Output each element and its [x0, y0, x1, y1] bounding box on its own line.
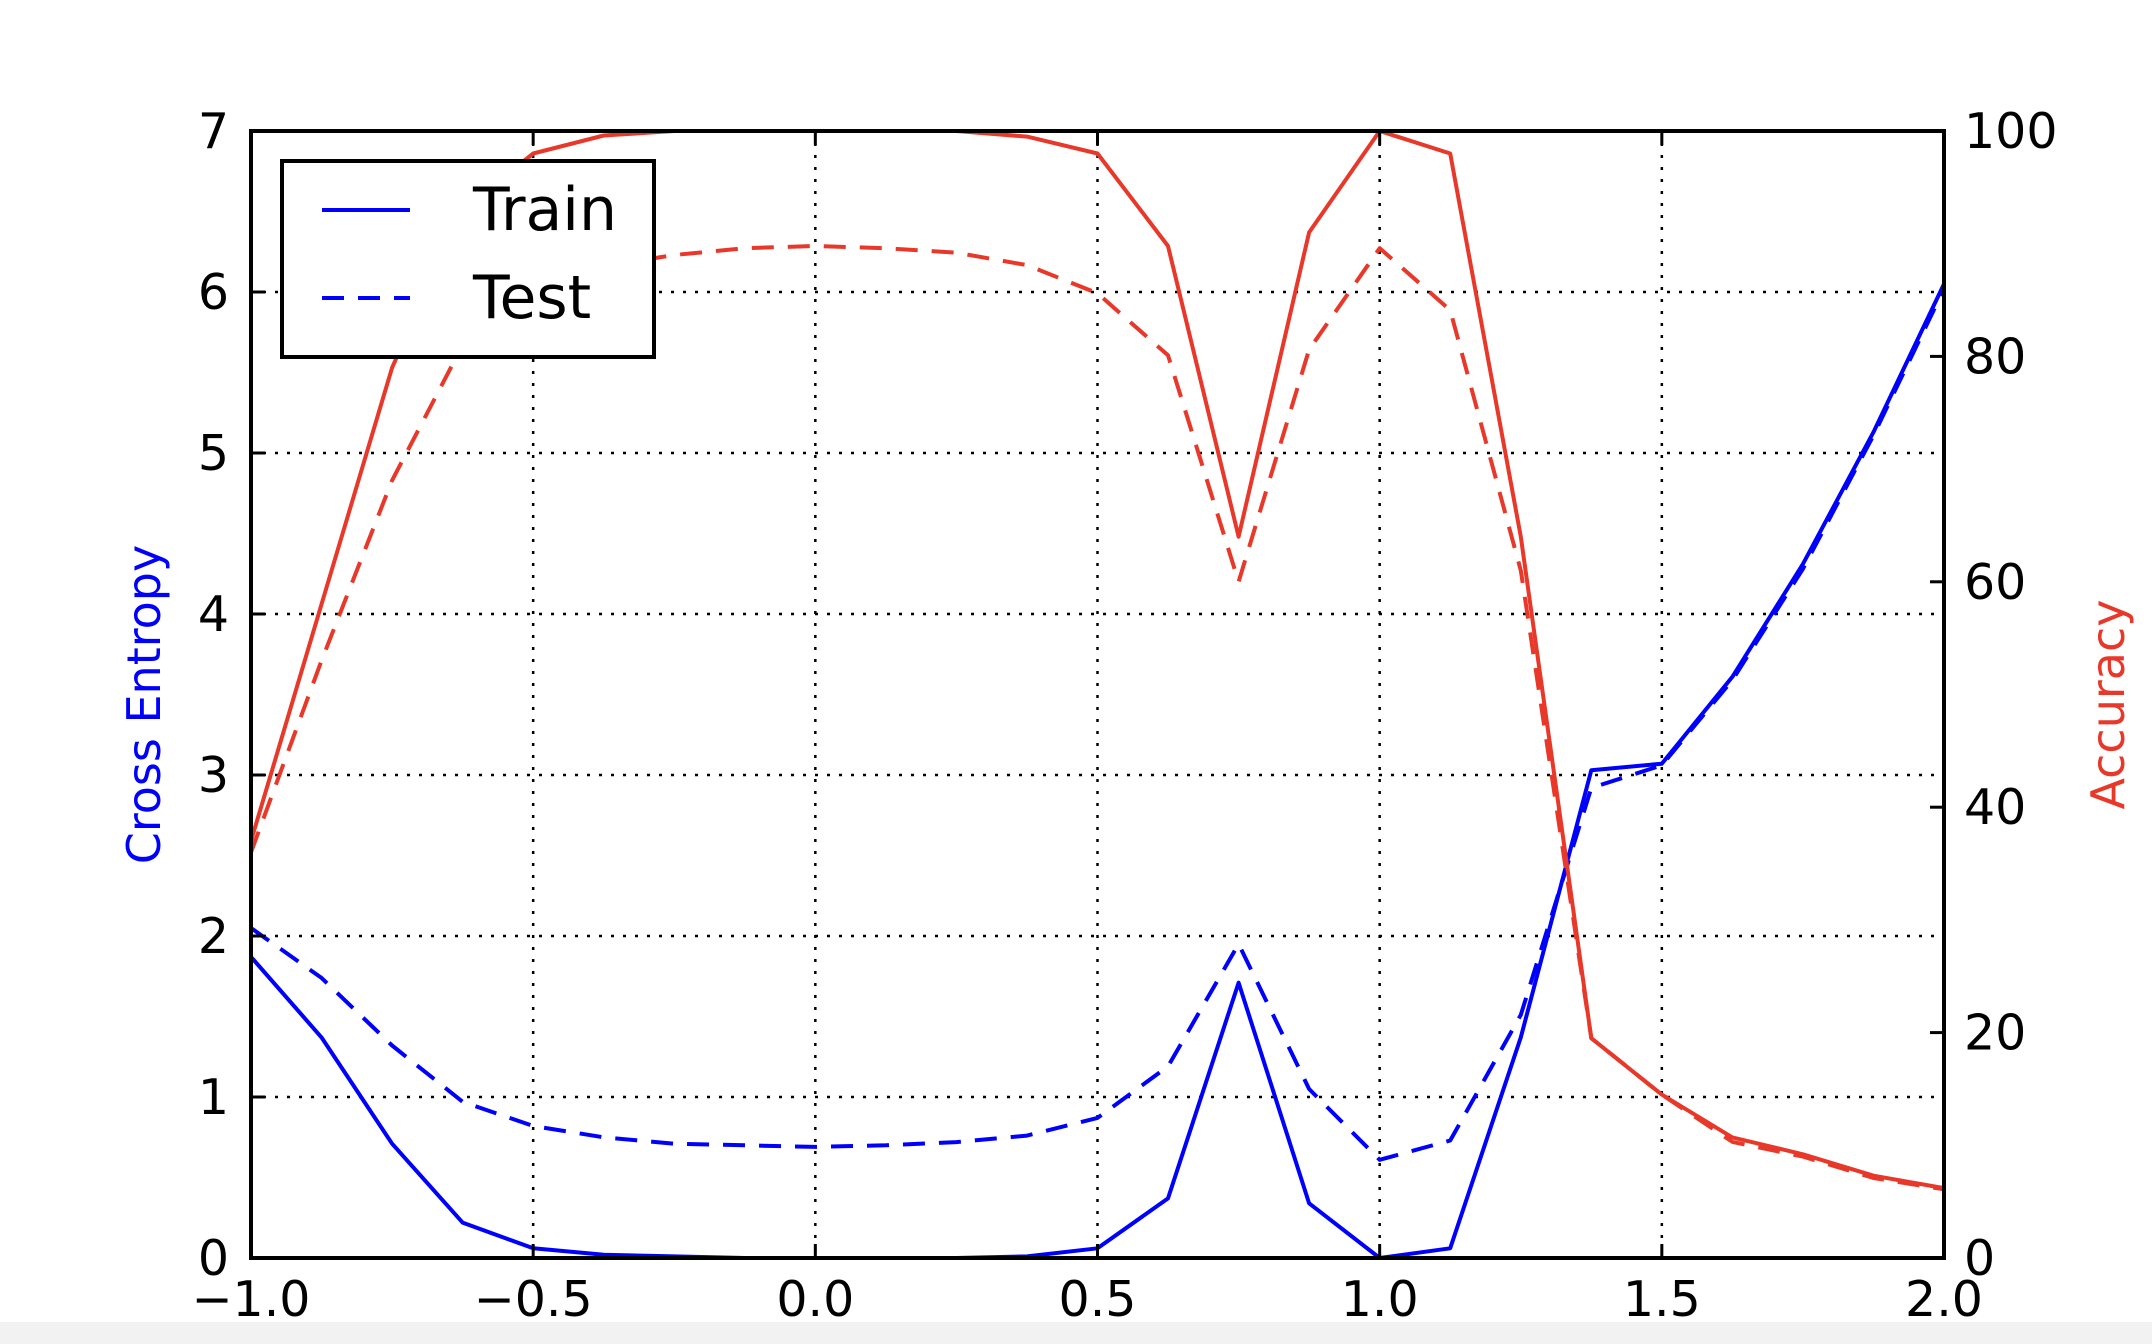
y-right-tick-label: 20 [1964, 1005, 2026, 1062]
bottom-strip [0, 1322, 2152, 1344]
x-tick-label: 0.0 [776, 1271, 854, 1328]
x-tick-label: −0.5 [474, 1271, 593, 1328]
x-tick-label: 1.5 [1623, 1271, 1701, 1328]
y-right-tick-label: 60 [1964, 554, 2026, 611]
legend: Train Test [280, 159, 656, 359]
y-left-tick-label: 5 [198, 425, 229, 482]
y-left-tick-label: 7 [198, 103, 229, 160]
x-tick-label: 1.0 [1341, 1271, 1419, 1328]
y-right-tick-label: 40 [1964, 779, 2026, 836]
test-accuracy-line [249, 244, 1945, 1192]
train-accuracy-line [249, 129, 1945, 1191]
y-axis-right-label: Accuracy [2081, 599, 2135, 809]
y-left-tick-label: 0 [198, 1230, 229, 1287]
y-right-tick-label: 80 [1964, 328, 2026, 385]
axis-ticks: −1.0 −0.5 0.0 0.5 1.0 1.5 2.001234567020406080… [192, 103, 2058, 1328]
y-right-tick-label: 0 [1964, 1230, 1995, 1287]
legend-label-train: Train [472, 175, 617, 245]
y-left-tick-label: 1 [198, 1069, 229, 1126]
y-left-tick-label: 2 [198, 908, 229, 965]
y-left-tick-label: 3 [198, 747, 229, 804]
legend-box [280, 159, 656, 359]
x-tick-label: −1.0 [192, 1271, 311, 1328]
legend-label-test: Test [472, 263, 591, 333]
y-left-tick-label: 6 [198, 264, 229, 321]
y-left-tick-label: 4 [198, 586, 229, 643]
x-tick-label: 0.5 [1059, 1271, 1137, 1328]
y-axis-left-label: Cross Entropy [117, 545, 171, 864]
y-right-tick-label: 100 [1964, 103, 2058, 160]
x-tick-label: 2.0 [1905, 1271, 1983, 1328]
test-loss-line [249, 287, 1946, 1162]
